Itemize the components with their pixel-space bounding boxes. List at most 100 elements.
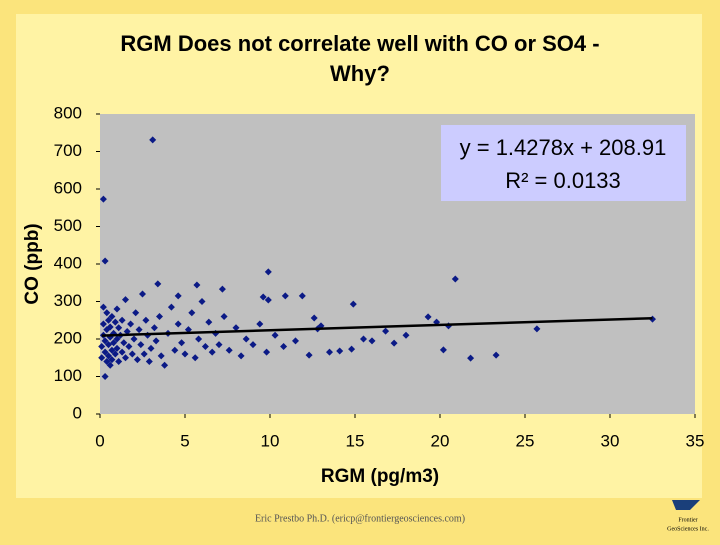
- y-tick-label: 500: [54, 216, 82, 235]
- x-tick-label: 35: [686, 431, 705, 450]
- point: [256, 320, 264, 328]
- point: [105, 352, 112, 360]
- x-axis-title: RGM (pg/m3): [321, 466, 439, 487]
- point: [174, 292, 182, 300]
- point: [105, 316, 112, 324]
- point: [156, 313, 163, 320]
- chart-title: Why?: [330, 61, 390, 86]
- trendline-equation: y = 1.4278x + 208.91: [460, 135, 667, 160]
- point: [130, 335, 138, 343]
- x-tick-label: 25: [516, 431, 535, 450]
- r-squared: R² = 0.0133: [505, 168, 621, 193]
- point: [348, 345, 356, 353]
- point: [99, 303, 107, 311]
- y-tick-label: 0: [73, 403, 82, 422]
- point: [147, 344, 155, 352]
- point: [195, 335, 203, 343]
- point: [174, 320, 182, 328]
- point: [120, 339, 128, 347]
- point: [108, 313, 116, 320]
- point: [139, 290, 146, 298]
- point: [99, 320, 107, 328]
- point: [118, 316, 126, 324]
- point: [467, 354, 475, 362]
- point: [310, 314, 318, 322]
- point: [533, 325, 541, 333]
- point: [113, 335, 121, 343]
- point: [154, 280, 162, 288]
- point: [161, 361, 169, 369]
- point: [237, 352, 245, 360]
- point: [305, 351, 313, 359]
- point: [451, 275, 459, 283]
- point: [132, 309, 140, 317]
- y-tick-label: 300: [54, 291, 82, 310]
- point: [259, 293, 267, 301]
- point: [242, 335, 250, 343]
- point: [171, 346, 179, 354]
- point: [128, 350, 136, 358]
- point: [188, 309, 196, 317]
- point: [108, 356, 116, 364]
- point: [145, 358, 153, 365]
- logo-text: Frontier: [678, 517, 697, 523]
- point: [368, 337, 376, 345]
- point: [106, 323, 114, 331]
- point: [205, 318, 213, 326]
- point: [439, 346, 447, 354]
- y-tick-label: 800: [54, 103, 82, 122]
- point: [157, 352, 165, 360]
- y-tick-label: 200: [54, 328, 82, 347]
- point: [264, 268, 272, 276]
- point: [264, 296, 272, 304]
- point: [336, 347, 344, 355]
- point: [101, 348, 109, 356]
- footer: Eric Prestbo Ph.D. (ericp@frontiergeosci…: [255, 513, 465, 524]
- point: [133, 356, 141, 364]
- point: [280, 343, 288, 350]
- point: [402, 331, 410, 339]
- point: [249, 341, 257, 349]
- point: [127, 320, 135, 328]
- point: [111, 350, 119, 358]
- point: [142, 316, 150, 324]
- point: [215, 341, 223, 349]
- point: [167, 303, 175, 311]
- point: [140, 350, 148, 358]
- x-tick-label: 5: [180, 431, 189, 450]
- point: [106, 361, 114, 369]
- point: [150, 324, 158, 332]
- point: [271, 331, 279, 339]
- point: [424, 313, 432, 321]
- point: [152, 337, 160, 345]
- point: [103, 309, 111, 317]
- x-tick-label: 20: [431, 431, 450, 450]
- point: [292, 337, 299, 345]
- point: [298, 292, 306, 300]
- point: [360, 335, 367, 343]
- point: [101, 337, 109, 345]
- point: [178, 339, 186, 347]
- point: [184, 326, 192, 334]
- point: [101, 373, 109, 380]
- point: [118, 348, 126, 356]
- point: [113, 344, 121, 352]
- point: [349, 300, 357, 308]
- chart-title: RGM Does not correlate well with CO or S…: [120, 31, 599, 56]
- point: [232, 324, 240, 332]
- logo-text: GeoSciences Inc.: [667, 526, 709, 532]
- point: [98, 343, 106, 350]
- point: [382, 327, 390, 335]
- logo-icon: [672, 500, 700, 510]
- point: [281, 292, 289, 300]
- x-tick-label: 10: [261, 431, 280, 450]
- point: [225, 346, 233, 354]
- equation-box: [441, 125, 686, 201]
- y-tick-label: 100: [54, 366, 82, 385]
- point: [101, 257, 109, 265]
- point: [111, 318, 119, 326]
- point: [149, 136, 157, 144]
- point: [115, 358, 123, 365]
- x-tick-label: 30: [601, 431, 620, 450]
- point: [220, 313, 228, 320]
